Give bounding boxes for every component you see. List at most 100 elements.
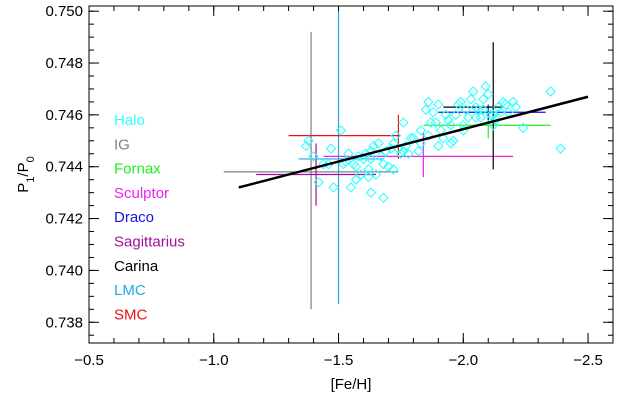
halo-point	[398, 117, 409, 128]
legend-item-sculptor: Sculptor	[114, 185, 169, 202]
halo-point	[477, 104, 489, 115]
x-tick-label: −1.5	[324, 352, 354, 369]
halo-point	[328, 182, 339, 193]
plot-frame	[88, 5, 614, 344]
x-tick-label: −1.0	[199, 352, 229, 369]
halo-point	[545, 86, 556, 97]
halo-point	[470, 112, 482, 123]
halo-point	[360, 148, 372, 160]
halo-point	[403, 148, 414, 160]
halo-point	[318, 158, 329, 170]
halo-point	[430, 117, 442, 128]
halo-point	[365, 187, 377, 198]
halo-point	[465, 94, 477, 105]
halo-point	[440, 109, 452, 121]
halo-point	[428, 107, 439, 118]
y-tick-labels: 0.738 0.740 0.742 0.744 0.746 0.748 0.750	[45, 3, 83, 331]
halo-point	[335, 125, 347, 136]
halo-point	[368, 140, 379, 152]
halo-point	[370, 169, 382, 180]
halo-point	[438, 132, 449, 144]
x-tick-label: −2.0	[448, 352, 478, 369]
y-label-p0: P	[15, 162, 32, 172]
y-axis-label: P1/P0	[15, 156, 37, 192]
halo-point	[507, 96, 519, 108]
halo-point	[373, 138, 384, 149]
legend-item-carina: Carina	[114, 258, 159, 275]
halo-point	[482, 88, 494, 100]
halo-point	[433, 99, 444, 110]
halo-point	[415, 125, 427, 136]
legend-item-draco: Draco	[114, 209, 154, 226]
halo-point	[472, 104, 484, 115]
halo-point	[355, 169, 367, 180]
halo-point	[375, 151, 387, 162]
x-axis-label: [Fe/H]	[331, 376, 372, 393]
x-tick-label: −0.5	[74, 352, 104, 369]
halo-point	[555, 143, 566, 154]
halo-point	[495, 107, 506, 118]
halo-point	[365, 153, 377, 165]
halo-point	[350, 161, 362, 173]
halo-point	[308, 151, 319, 162]
halo-point	[443, 114, 454, 126]
legend: Halo IG Fornax Sculptor Draco Sagittarius Cari…	[114, 112, 185, 323]
y-tick-label: 0.740	[45, 262, 83, 279]
legend-item-ig: IG	[114, 136, 130, 153]
fit-line-group	[238, 95, 589, 189]
y-tick-label: 0.746	[45, 107, 83, 124]
halo-point	[475, 112, 487, 123]
y-label-p1: P	[15, 183, 32, 193]
halo-point	[445, 138, 457, 149]
fit-line	[238, 95, 589, 189]
halo-point	[455, 96, 467, 108]
legend-item-fornax: Fornax	[114, 161, 161, 178]
halo-point	[485, 109, 497, 121]
halo-point	[363, 171, 374, 183]
x-tick-label: −2.5	[573, 352, 603, 369]
halo-point	[395, 148, 407, 160]
halo-point	[378, 192, 389, 204]
y-tick-label: 0.742	[45, 211, 83, 228]
halo-point	[423, 96, 434, 108]
error-bars	[223, 11, 551, 310]
halo-point	[462, 112, 474, 123]
halo-point	[423, 130, 434, 141]
halo-point	[388, 164, 399, 175]
halo-point	[480, 81, 492, 92]
halo-point	[433, 140, 444, 152]
halo-point	[378, 158, 389, 170]
major-ticks	[88, 6, 613, 343]
halo-point	[460, 104, 472, 115]
halo-point	[490, 114, 502, 126]
halo-point	[390, 130, 402, 141]
halo-point	[325, 143, 337, 154]
y-label-sub0: 0	[25, 156, 37, 162]
halo-point	[487, 109, 499, 121]
halo-point	[425, 117, 437, 128]
halo-point	[453, 99, 464, 110]
halo-point	[510, 101, 521, 113]
y-tick-label: 0.748	[45, 55, 83, 72]
legend-item-smc: SMC	[114, 306, 148, 323]
y-label-sub1: 1	[25, 177, 37, 183]
halo-point	[345, 182, 357, 193]
halo-point	[338, 158, 349, 170]
halo-point	[445, 119, 457, 131]
halo-point	[413, 145, 424, 157]
y-tick-label: 0.744	[45, 159, 83, 176]
halo-point	[500, 99, 511, 110]
x-tick-labels: −0.5 −1.0 −1.5 −2.0 −2.5	[74, 352, 603, 369]
legend-item-halo: Halo	[114, 112, 145, 129]
halo-point	[467, 86, 479, 97]
halo-point	[303, 135, 314, 147]
halo-point	[487, 119, 499, 131]
halo-points	[300, 81, 566, 204]
halo-point	[450, 109, 462, 121]
halo-point	[383, 161, 394, 173]
halo-point	[313, 176, 324, 188]
halo-point	[517, 122, 529, 134]
halo-point	[398, 145, 409, 157]
halo-point	[420, 104, 432, 115]
